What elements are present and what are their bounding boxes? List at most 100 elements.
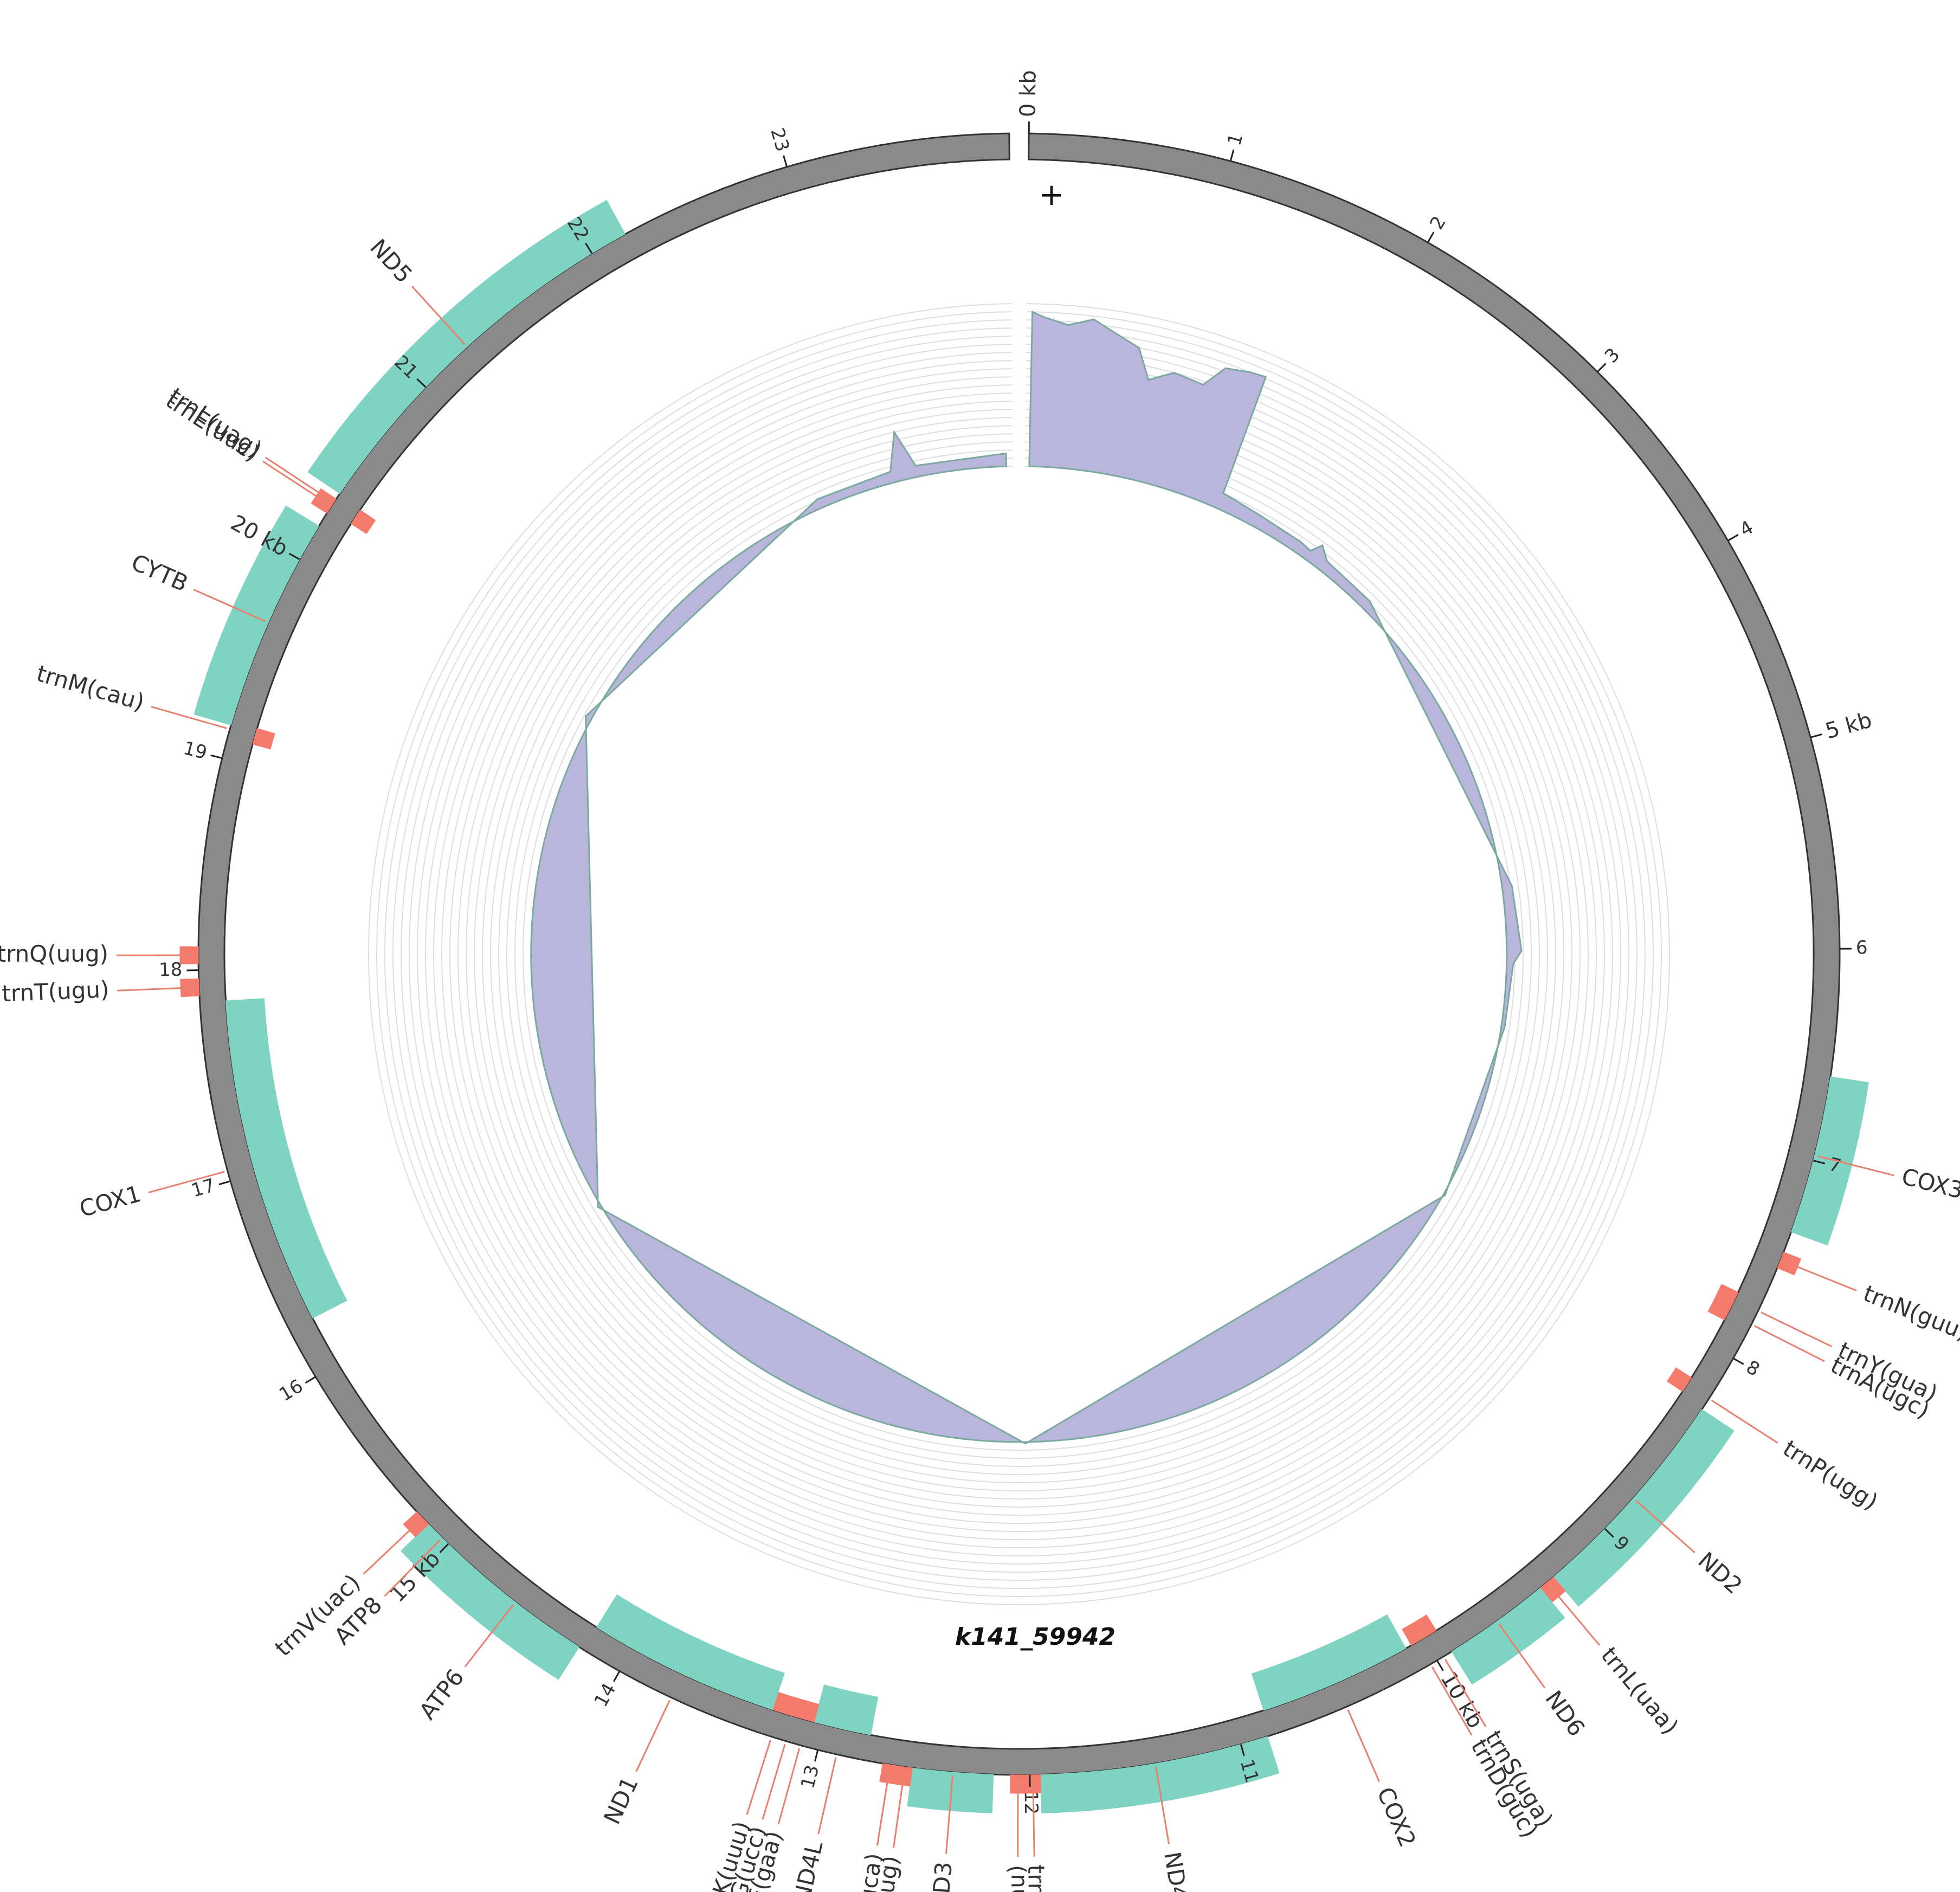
grid-ring — [401, 336, 1637, 1573]
gene-leader-line — [1032, 1778, 1035, 1857]
tick-mark — [439, 1543, 449, 1553]
tick-label: 3 — [1601, 344, 1624, 368]
gene-leader-line — [777, 1748, 801, 1825]
gene-leader-line — [1498, 1623, 1546, 1689]
gene-leader-line — [893, 1770, 906, 1849]
grid-ring — [409, 344, 1629, 1565]
gene-label: ND6 — [1540, 1686, 1590, 1741]
gene-leader-line — [193, 589, 266, 622]
gene-nd1 — [596, 1594, 785, 1710]
grid-ring — [498, 433, 1540, 1475]
gene-label: ND1 — [598, 1773, 643, 1829]
tick-label: 4 — [1736, 517, 1757, 541]
tick-label: 8 — [1743, 1356, 1764, 1381]
tick-label: 17 — [189, 1174, 218, 1201]
tick-mark — [1727, 533, 1739, 542]
grid-ring — [457, 392, 1581, 1516]
gene-label: ND5 — [365, 234, 417, 288]
gene-cox1 — [225, 998, 347, 1319]
grid-ring — [433, 368, 1605, 1541]
tick-label: 19 — [181, 737, 209, 764]
gene-leader-line — [1761, 1311, 1833, 1348]
gene-leader-line — [363, 1520, 421, 1575]
grid-ring — [514, 449, 1524, 1459]
grid-ring — [490, 425, 1548, 1483]
gene-leader-line — [464, 1604, 514, 1668]
gene-label: ATP6 — [414, 1664, 469, 1724]
grid-ring — [376, 311, 1662, 1597]
grid-ring — [474, 409, 1564, 1500]
gene-leader-line — [262, 460, 330, 505]
grid-ring — [417, 352, 1621, 1556]
gene-leader-line — [1817, 1155, 1894, 1176]
gene-leader-line — [1635, 1500, 1695, 1553]
grid-ring — [392, 327, 1646, 1581]
grid-ring — [384, 319, 1654, 1589]
tick-mark — [1229, 149, 1235, 162]
gene-leader-line — [1783, 1260, 1857, 1291]
tick-mark — [1732, 1357, 1744, 1365]
tick-label: 0 kb — [1016, 70, 1041, 117]
gene-label: ND4L — [788, 1838, 828, 1892]
strand-label: + — [1039, 177, 1065, 213]
tick-mark — [416, 378, 427, 388]
tick-mark — [1597, 363, 1607, 373]
gene-trnl-uag — [350, 509, 376, 535]
gene-leader-line — [1548, 1584, 1601, 1646]
grid-ring — [482, 417, 1556, 1491]
gene-leader-line — [746, 1739, 772, 1815]
grid-ring — [523, 458, 1516, 1451]
tick-mark — [1427, 231, 1435, 243]
coverage-grid — [368, 303, 1670, 1605]
gene-leader-line — [762, 1743, 786, 1820]
gene-label: trnQ(uug) — [0, 941, 108, 967]
gene-cox2 — [1251, 1614, 1407, 1711]
grid-ring — [425, 360, 1613, 1549]
tick-mark — [1810, 733, 1822, 738]
gene-leader-line — [1347, 1709, 1381, 1782]
gene-label: ND3 — [927, 1861, 957, 1892]
gene-label: ND4 — [1159, 1850, 1193, 1892]
tick-mark — [305, 1376, 316, 1384]
gene-leader-line — [151, 706, 227, 729]
gene-trnm-cau — [252, 728, 275, 750]
grid-ring — [449, 384, 1589, 1524]
tick-label: 2 — [1426, 213, 1450, 234]
gene-label: trnP(ugg) — [1778, 1435, 1883, 1515]
gene-label: ND2 — [1693, 1547, 1747, 1599]
tick-mark — [783, 155, 788, 168]
tick-mark — [613, 1670, 621, 1682]
tick-mark — [1604, 1528, 1614, 1538]
gene-trna-ugc — [1707, 1296, 1732, 1321]
tick-label: 13 — [797, 1763, 823, 1791]
gene-label: CYTB — [127, 549, 192, 597]
gene-label: trnN(guu) — [1860, 1280, 1960, 1346]
contig-title: k141_59942 — [955, 1623, 1116, 1651]
tick-mark — [1813, 1160, 1826, 1164]
coverage-area — [530, 310, 1523, 1445]
gene-leader-line — [876, 1767, 891, 1846]
gene-leader-line — [1753, 1325, 1825, 1362]
tick-label: 14 — [590, 1679, 621, 1710]
grid-ring — [466, 401, 1572, 1508]
genome-backbone — [197, 132, 1841, 1776]
gene-label: COX2 — [1372, 1783, 1421, 1851]
gene-leader-line — [1444, 1659, 1487, 1727]
tick-mark — [814, 1749, 819, 1762]
gene-nd4l — [814, 1684, 879, 1735]
gene-leader-line — [1155, 1766, 1170, 1845]
gene-label: COX3 — [1899, 1163, 1960, 1204]
tick-label: 18 — [159, 959, 183, 981]
tick-label: 5 kb — [1823, 707, 1875, 744]
gene-label: trnL(uag) — [164, 382, 267, 462]
gene-label: trnI(gau) — [1003, 1865, 1029, 1892]
gene-label: trnR(ucg) — [1023, 1864, 1051, 1892]
gene-leader-line — [1431, 1666, 1473, 1736]
tick-mark — [210, 754, 223, 759]
gene-leader-line — [384, 1540, 441, 1597]
gene-label: trnC(gca) — [844, 1851, 887, 1892]
gene-label: trnT(ugu) — [1, 976, 109, 1007]
gene-cytb — [194, 505, 320, 726]
gene-nd5 — [307, 200, 626, 494]
